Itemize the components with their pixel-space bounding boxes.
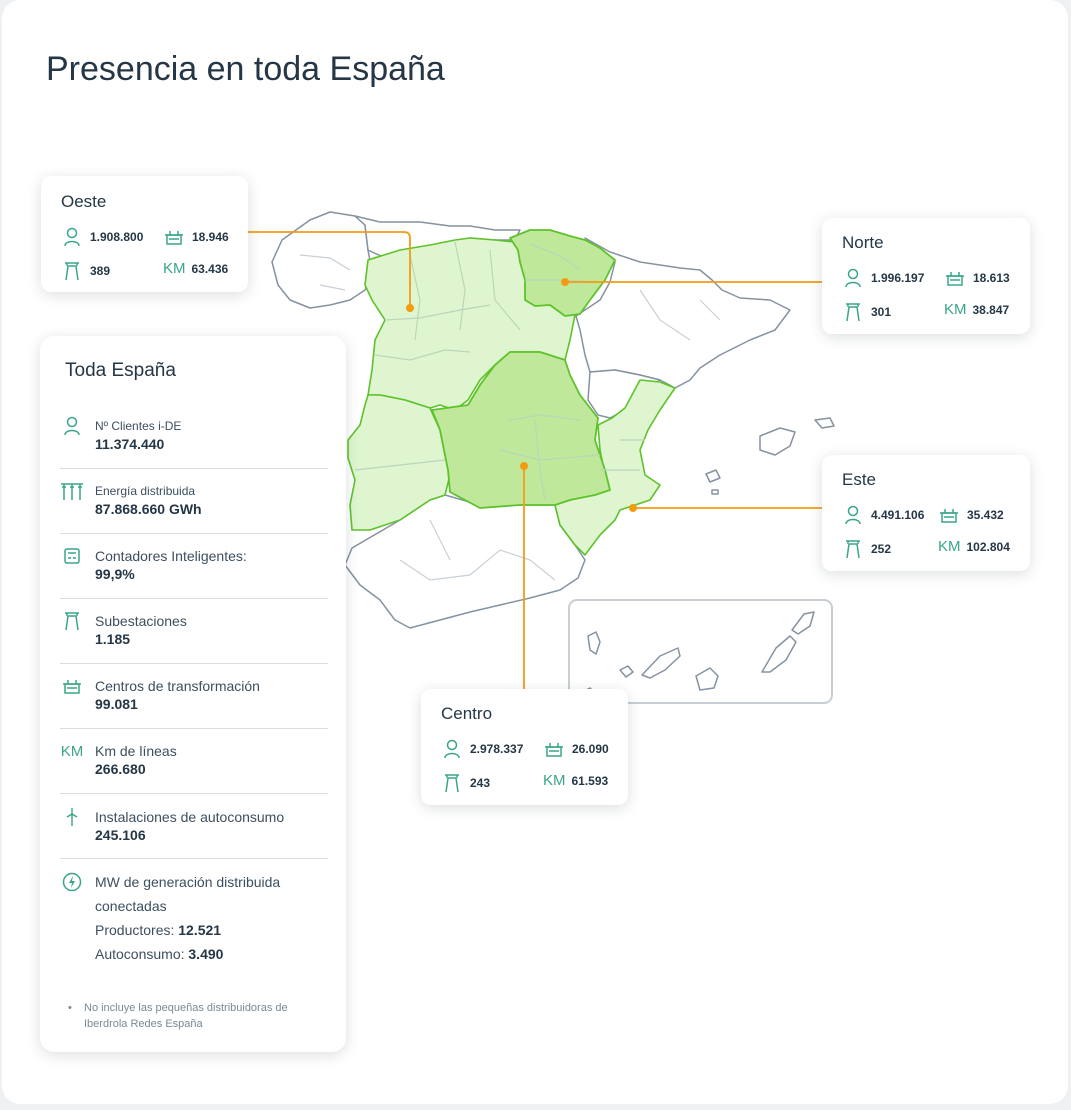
transformer-icon bbox=[543, 738, 565, 760]
centro-subestaciones: 243 bbox=[441, 772, 490, 794]
canary-islands-box bbox=[568, 599, 833, 704]
divider bbox=[60, 598, 328, 599]
este-km: KM 102.804 bbox=[938, 538, 1010, 555]
divider bbox=[60, 858, 328, 859]
andalucia-region bbox=[344, 494, 586, 629]
centro-centros: 26.090 bbox=[543, 738, 609, 760]
menorca-island bbox=[814, 417, 835, 429]
norte-centros: 18.613 bbox=[944, 267, 1010, 289]
user-icon bbox=[842, 267, 864, 289]
fuerteventura-island bbox=[761, 635, 797, 673]
divider bbox=[60, 663, 328, 664]
tenerife-island bbox=[641, 647, 681, 679]
oeste-centros: 18.946 bbox=[163, 226, 229, 248]
centro-card: Centro 2.978.337 26.090 243 KM 61.593 bbox=[421, 689, 628, 805]
centro-region bbox=[431, 351, 611, 509]
norte-clientes: 1.996.197 bbox=[842, 267, 924, 289]
norte-card: Norte 1.996.197 18.613 301 KM 38.847 bbox=[822, 218, 1030, 334]
ibiza-island bbox=[705, 469, 721, 483]
transformer-icon bbox=[944, 267, 966, 289]
oeste-clientes: 1.908.800 bbox=[61, 226, 143, 248]
page-title: Presencia en toda España bbox=[46, 50, 445, 88]
bullet-icon: • bbox=[68, 1002, 72, 1014]
user-icon bbox=[842, 504, 864, 526]
lanzarote-island bbox=[791, 611, 815, 635]
toda-espana-heading: Toda España bbox=[65, 360, 176, 381]
norte-region bbox=[509, 229, 616, 317]
footnote: • No incluye las pequeñas distribuidoras… bbox=[68, 1002, 288, 1030]
oeste-marker bbox=[406, 304, 414, 312]
mallorca-island bbox=[759, 427, 796, 456]
substation-tower-icon bbox=[61, 260, 83, 282]
substation-tower-icon bbox=[441, 772, 463, 794]
divider bbox=[60, 533, 328, 534]
wind-turbine-icon bbox=[60, 805, 84, 829]
centro-clientes: 2.978.337 bbox=[441, 738, 523, 760]
norte-subestaciones: 301 bbox=[842, 301, 891, 323]
divider bbox=[60, 468, 328, 469]
este-centros: 35.432 bbox=[938, 504, 1004, 526]
gran-canaria-island bbox=[695, 667, 719, 691]
este-subestaciones: 252 bbox=[842, 538, 891, 560]
gomera-island bbox=[619, 665, 634, 678]
norte-marker bbox=[561, 278, 569, 286]
user-icon bbox=[60, 414, 84, 438]
centro-title: Centro bbox=[441, 704, 493, 723]
smart-meter-icon bbox=[60, 544, 84, 568]
este-card: Este 4.491.106 35.432 252 KM 102.804 bbox=[822, 455, 1030, 571]
lightning-icon bbox=[60, 870, 84, 894]
stat-generacion: MW de generación distribuida conectadas … bbox=[60, 870, 328, 970]
este-marker bbox=[629, 504, 637, 512]
norte-title: Norte bbox=[842, 233, 884, 252]
substation-tower-icon bbox=[60, 609, 84, 633]
user-icon bbox=[441, 738, 463, 760]
km-icon: KM bbox=[938, 538, 961, 555]
transformer-icon bbox=[163, 226, 185, 248]
substation-tower-icon bbox=[842, 538, 864, 560]
extremadura-region bbox=[347, 394, 451, 531]
km-icon: KM bbox=[163, 260, 186, 277]
este-title: Este bbox=[842, 470, 877, 489]
este-region bbox=[554, 379, 676, 556]
transformer-icon bbox=[938, 504, 960, 526]
substation-tower-icon bbox=[842, 301, 864, 323]
este-clientes: 4.491.106 bbox=[842, 504, 924, 526]
divider bbox=[60, 728, 328, 729]
norte-km: KM 38.847 bbox=[944, 301, 1010, 318]
toda-espana-card: Toda España Nº Clientes i-DE 11.374.440 … bbox=[40, 336, 346, 1052]
km-icon: KM bbox=[944, 301, 967, 318]
catalunya-aragon-region bbox=[575, 237, 791, 389]
oeste-subestaciones: 389 bbox=[61, 260, 110, 282]
oeste-km: KM 63.436 bbox=[163, 260, 229, 277]
power-lines-icon bbox=[60, 479, 84, 503]
galicia-region bbox=[271, 211, 373, 309]
oeste-card: Oeste 1.908.800 18.946 389 KM 63.436 bbox=[41, 176, 248, 292]
km-icon: KM bbox=[60, 742, 84, 760]
user-icon bbox=[61, 226, 83, 248]
km-icon: KM bbox=[543, 772, 566, 789]
centro-km: KM 61.593 bbox=[543, 772, 609, 789]
divider bbox=[60, 793, 328, 794]
transformer-icon bbox=[60, 674, 84, 698]
oeste-title: Oeste bbox=[61, 192, 107, 211]
centro-marker bbox=[520, 462, 528, 470]
la-palma-island bbox=[587, 631, 601, 655]
